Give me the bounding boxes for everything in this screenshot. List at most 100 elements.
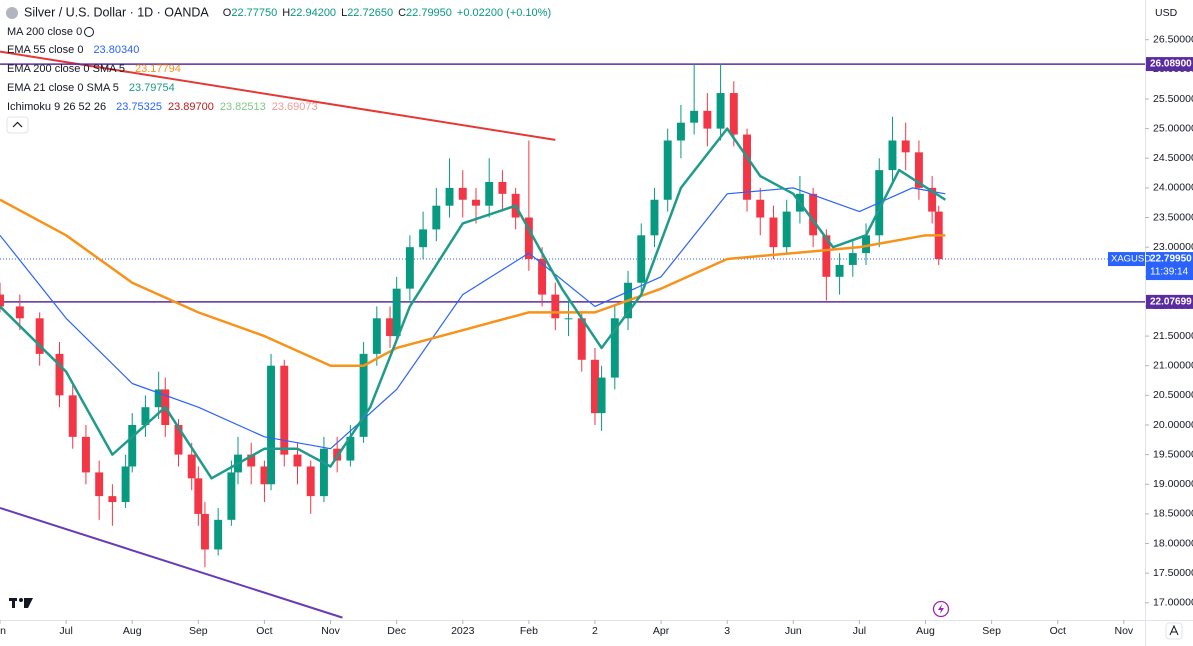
candle-body: [128, 424, 137, 467]
last-price-label: 22.79950: [1150, 254, 1192, 265]
indicator-line: [0, 198, 946, 367]
candle-body: [174, 424, 183, 455]
x-tick-label: Feb: [520, 625, 538, 637]
candle-body: [769, 217, 778, 248]
x-tick-label: Oct: [1050, 625, 1066, 637]
candle-body: [419, 229, 428, 248]
x-tick-label: Aug: [916, 625, 935, 637]
candle-body: [538, 259, 547, 295]
trend-line: [0, 507, 343, 619]
candle-body: [15, 306, 24, 319]
candle-body: [637, 235, 646, 283]
x-tick-label: 2023: [451, 625, 475, 637]
candle-body: [359, 353, 368, 437]
x-tick-label: Jul: [853, 625, 866, 637]
quote-change: +0.02200 (+0.10%): [457, 7, 551, 19]
candle-body: [405, 247, 414, 289]
y-tick-label: 25.00000: [1153, 122, 1193, 134]
candle-body: [108, 496, 117, 503]
y-tick-label: 20.50000: [1153, 389, 1193, 401]
candle-body: [716, 93, 725, 129]
indicator-value: 23.79754: [129, 82, 175, 94]
candle-body: [432, 205, 441, 230]
indicator-name: MA 200 close 0: [7, 26, 82, 38]
trend-line: [0, 50, 556, 141]
chart-title: Silver / U.S. Dollar · 1D · OANDA: [24, 5, 209, 19]
candle-body: [458, 187, 467, 200]
candle-body: [610, 318, 619, 378]
candle-body: [319, 448, 328, 497]
y-tick-label: 18.00000: [1153, 537, 1193, 549]
indicator-name: EMA 21 close 0 SMA 5: [7, 82, 119, 94]
candle-body: [267, 365, 276, 485]
y-tick-label: 17.50000: [1153, 567, 1193, 579]
candle-body: [756, 199, 765, 218]
candle-body: [888, 140, 897, 171]
candle-body: [35, 318, 44, 354]
candle-body: [498, 181, 507, 194]
axes: USD26.5000026.0000025.5000025.0000024.50…: [0, 7, 1193, 637]
collapse-button[interactable]: [6, 116, 29, 134]
quote-key: C: [398, 7, 406, 19]
y-tick-label: 19.00000: [1153, 478, 1193, 490]
x-tick-label: Oct: [256, 625, 272, 637]
candle-body: [260, 466, 269, 485]
candle-body: [928, 187, 937, 212]
candle-body: [227, 472, 236, 520]
candle-body: [55, 353, 64, 396]
legend: Silver / U.S. Dollar · 1D · OANDA O 22.777…: [6, 5, 551, 113]
indicator-value: 23.82513: [220, 101, 266, 113]
candle-body: [293, 454, 302, 467]
y-tick-label: 19.50000: [1153, 448, 1193, 460]
x-tick-label: Jul: [59, 625, 72, 637]
candle-body: [676, 122, 685, 141]
candle-body: [472, 199, 480, 206]
quote-value: 22.94200: [290, 7, 336, 19]
visibility-icon[interactable]: [84, 27, 94, 37]
indicator-name: Ichimoku 9 26 52 26: [7, 101, 106, 113]
candle-body: [95, 472, 104, 497]
indicator-value: 23.69073: [272, 101, 318, 113]
candle-body: [663, 140, 672, 200]
candle-body: [346, 436, 355, 461]
candle-body: [280, 365, 289, 455]
countdown: 11:39:14: [1150, 267, 1189, 278]
y-tick-label: 24.50000: [1153, 152, 1193, 164]
candle-body: [392, 288, 401, 337]
auto-scale-button[interactable]: [1165, 622, 1183, 640]
candle-body: [445, 187, 454, 206]
quote-value: 22.77750: [231, 7, 277, 19]
x-tick-label: un: [0, 625, 6, 637]
alert-icon[interactable]: [932, 600, 950, 618]
y-tick-label: 23.00000: [1153, 241, 1193, 253]
candle-body: [914, 152, 923, 188]
candle-body: [121, 466, 130, 503]
x-tick-label: Dec: [387, 625, 406, 637]
candle-body: [650, 199, 659, 236]
x-tick-label: 3: [724, 625, 730, 637]
indicator-name: EMA 200 close 0 SMA 5: [7, 63, 125, 75]
candle-body: [386, 318, 395, 337]
candle-body: [81, 436, 90, 473]
logo: [9, 598, 33, 608]
candle-body: [809, 193, 818, 236]
candle-body: [194, 478, 203, 514]
indicator-line: [0, 187, 946, 450]
candle-body: [68, 395, 77, 437]
candle-body: [187, 454, 196, 479]
x-tick-label: Nov: [321, 625, 340, 637]
candle-body: [551, 294, 560, 319]
candle-body: [729, 93, 738, 135]
candle-body: [597, 377, 606, 414]
candle-body: [0, 294, 4, 307]
symbol-label: XAGUSD: [1111, 254, 1151, 265]
candle-body: [577, 318, 586, 360]
candle-body: [200, 513, 209, 550]
candle-body: [591, 359, 599, 414]
candle-body: [743, 134, 751, 200]
candle-body: [564, 318, 573, 320]
x-tick-label: Nov: [1115, 625, 1134, 637]
quote-key: L: [341, 7, 347, 19]
candle-body: [901, 140, 910, 153]
